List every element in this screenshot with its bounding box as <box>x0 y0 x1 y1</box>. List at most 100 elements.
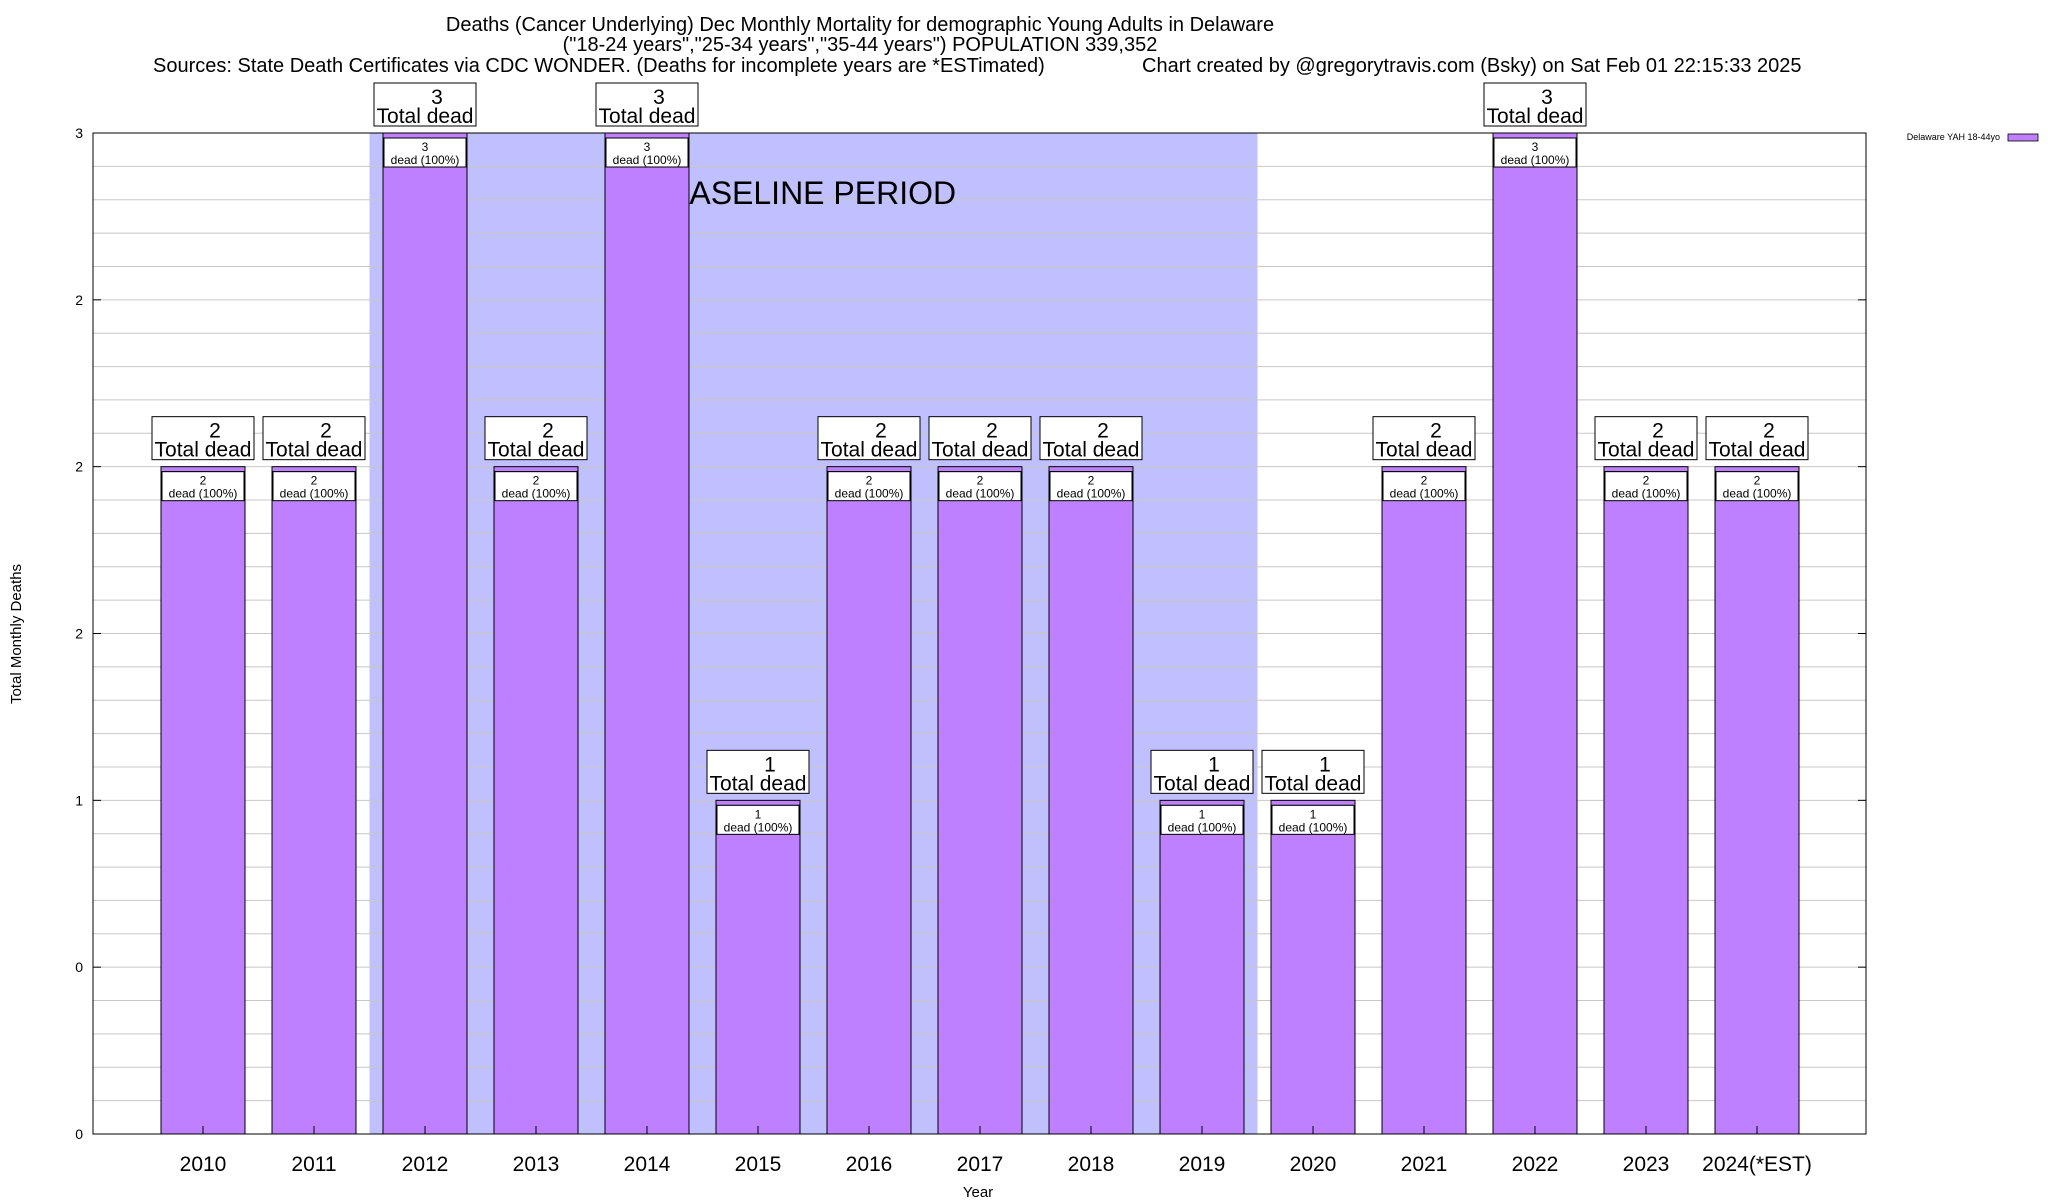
total-label-count: 3 <box>1541 86 1553 109</box>
bar-label-percent: dead (100%) <box>1501 153 1570 167</box>
bar-label-box <box>1715 471 1799 502</box>
x-tick-label: 2015 <box>735 1153 782 1176</box>
total-label-text: Total dead <box>266 439 363 462</box>
bar <box>937 466 1023 1135</box>
total-label-count: 2 <box>542 420 554 443</box>
bar-label-count: 2 <box>311 474 318 488</box>
bar-label-percent: dead (100%) <box>1057 487 1126 501</box>
y-tick-label: 2 <box>75 626 83 642</box>
total-label-box <box>706 749 810 794</box>
total-label-box <box>1150 749 1254 794</box>
total-label-count: 3 <box>431 86 443 109</box>
bar <box>160 466 246 1135</box>
x-tick-label: 2010 <box>180 1153 227 1176</box>
bar-label-box <box>1271 804 1355 835</box>
total-label-count: 2 <box>1097 420 1109 443</box>
bar-label-count: 2 <box>977 474 984 488</box>
y-axis-title: Total Monthly Deaths <box>8 564 25 704</box>
total-label-count: 1 <box>1319 753 1331 776</box>
total-label-box <box>817 416 921 461</box>
bar-label-box <box>716 804 800 835</box>
chart-title-line-1: Deaths (Cancer Underlying) Dec Monthly M… <box>446 14 1274 36</box>
total-label-text: Total dead <box>1487 105 1584 128</box>
chart-subtitle-credit: Chart created by @gregorytravis.com (Bsk… <box>1142 55 1802 77</box>
total-label-count: 1 <box>1208 753 1220 776</box>
total-label-text: Total dead <box>932 439 1029 462</box>
bar-label-count: 1 <box>755 807 762 821</box>
y-tick-label: 0 <box>75 959 83 975</box>
x-axis-title: Year <box>963 1184 993 1200</box>
bar <box>1048 466 1134 1135</box>
bar-label-count: 3 <box>1532 140 1539 154</box>
x-tick-label: 2018 <box>1068 1153 1115 1176</box>
total-label-text: Total dead <box>1265 772 1362 795</box>
chart-title-line-2: ("18-24 years","25-34 years","35-44 year… <box>563 34 1158 56</box>
bar-label-percent: dead (100%) <box>502 487 571 501</box>
bar <box>382 132 468 1135</box>
y-tick-label: 2 <box>75 292 83 308</box>
total-label-text: Total dead <box>599 105 696 128</box>
total-label-text: Total dead <box>1154 772 1251 795</box>
total-label-count: 2 <box>1430 420 1442 443</box>
total-label-box <box>1372 416 1476 461</box>
total-label-count: 2 <box>986 420 998 443</box>
bar-label-count: 2 <box>1088 474 1095 488</box>
total-label-text: Total dead <box>1043 439 1140 462</box>
bar <box>493 466 579 1135</box>
y-tick-label: 1 <box>75 792 83 808</box>
bar-label-percent: dead (100%) <box>724 820 793 834</box>
bar-label-count: 1 <box>1199 807 1206 821</box>
x-tick-label: 2017 <box>957 1153 1004 1176</box>
bar-label-box <box>494 471 578 502</box>
bar-label-percent: dead (100%) <box>1279 820 1348 834</box>
bar-label-box <box>1049 471 1133 502</box>
y-tick-label: 2 <box>75 459 83 475</box>
bar <box>1381 466 1467 1135</box>
total-label-box <box>595 82 699 127</box>
total-label-box <box>928 416 1032 461</box>
total-label-box <box>1261 749 1365 794</box>
total-label-box <box>1705 416 1809 461</box>
bar <box>271 466 357 1135</box>
total-label-count: 2 <box>320 420 332 443</box>
total-label-box <box>484 416 588 461</box>
bar-label-percent: dead (100%) <box>946 487 1015 501</box>
bar-label-box <box>827 471 911 502</box>
bar-label-percent: dead (100%) <box>169 487 238 501</box>
chart-subtitle-sources: Sources: State Death Certificates via CD… <box>153 55 1045 77</box>
x-tick-label: 2022 <box>1512 1153 1559 1176</box>
bar-label-count: 2 <box>1754 474 1761 488</box>
total-label-count: 3 <box>653 86 665 109</box>
bar-label-count: 2 <box>866 474 873 488</box>
legend-series-name: Delaware YAH 18-44yo <box>1907 132 2000 142</box>
total-label-text: Total dead <box>155 439 252 462</box>
x-tick-label: 2016 <box>846 1153 893 1176</box>
bar <box>826 466 912 1135</box>
bar-label-box <box>1160 804 1244 835</box>
bar <box>1159 799 1245 1135</box>
bar <box>604 132 690 1135</box>
total-label-count: 2 <box>209 420 221 443</box>
y-tick-label: 0 <box>75 1126 83 1142</box>
bar-label-count: 2 <box>1643 474 1650 488</box>
bar-label-percent: dead (100%) <box>1390 487 1459 501</box>
bar-label-count: 3 <box>422 140 429 154</box>
total-label-box <box>1483 82 1587 127</box>
total-label-count: 2 <box>875 420 887 443</box>
legend: Delaware YAH 18-44yo <box>1907 132 2039 142</box>
bar <box>1603 466 1689 1135</box>
bar-label-percent: dead (100%) <box>1723 487 1792 501</box>
bar <box>1492 132 1578 1135</box>
bar-label-percent: dead (100%) <box>835 487 904 501</box>
bar-label-box <box>1493 137 1577 168</box>
bar-label-count: 2 <box>533 474 540 488</box>
x-tick-label: 2024(*EST) <box>1702 1153 1812 1176</box>
bar-label-box <box>383 137 467 168</box>
bar-label-percent: dead (100%) <box>1612 487 1681 501</box>
x-tick-label: 2011 <box>291 1153 336 1176</box>
total-label-text: Total dead <box>1376 439 1473 462</box>
total-label-text: Total dead <box>1598 439 1695 462</box>
total-label-box <box>1039 416 1143 461</box>
bar <box>1270 799 1356 1135</box>
